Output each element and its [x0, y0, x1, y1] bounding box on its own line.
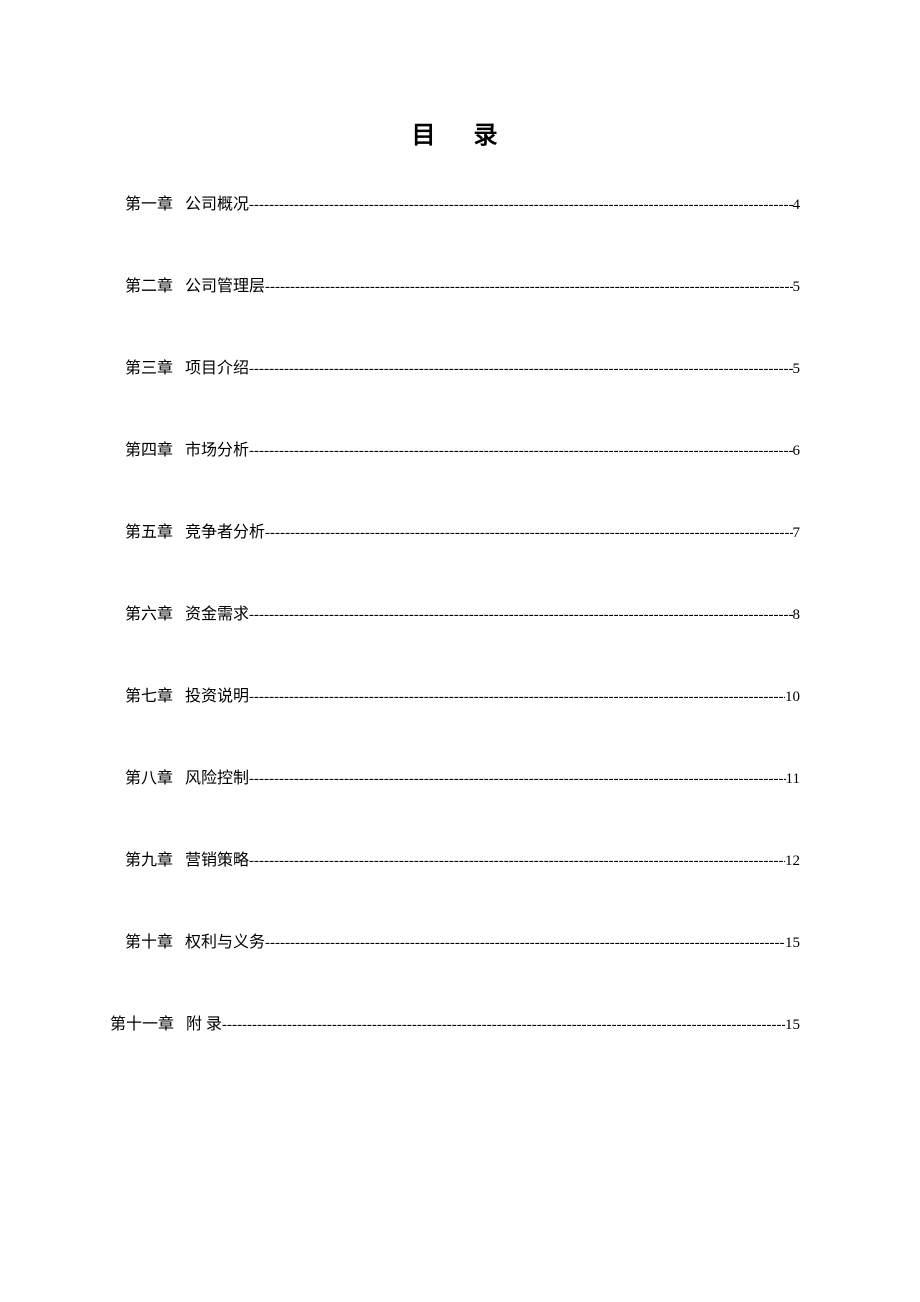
- toc-leader-dashes: ----------------------------------------…: [249, 197, 792, 214]
- toc-entry: 第二章 公司管理层 ------------------------------…: [125, 272, 800, 296]
- toc-entry: 第七章 投资说明 -------------------------------…: [125, 682, 800, 706]
- toc-entry-name: 投资说明: [185, 682, 249, 706]
- toc-leader-dashes: ----------------------------------------…: [249, 689, 785, 706]
- toc-entry-name: 营销策略: [185, 846, 249, 870]
- toc-page-number: 15: [785, 935, 800, 952]
- toc-chapter-label: 第十一章: [110, 1010, 174, 1034]
- toc-leader-dashes: ----------------------------------------…: [265, 525, 792, 542]
- toc-page-number: 10: [785, 689, 800, 706]
- toc-entry-name: 公司管理层: [185, 272, 265, 296]
- toc-chapter-label: 第四章: [125, 436, 173, 460]
- toc-chapter-label: 第七章: [125, 682, 173, 706]
- toc-entry-name: 市场分析: [185, 436, 249, 460]
- toc-entry-name: 权利与义务: [185, 928, 265, 952]
- toc-leader-dashes: ----------------------------------------…: [265, 935, 785, 952]
- toc-page-number: 4: [793, 197, 801, 214]
- toc-leader-dashes: ----------------------------------------…: [249, 853, 785, 870]
- toc-title: 目 录: [125, 115, 800, 150]
- toc-entry: 第一章 公司概况 -------------------------------…: [125, 190, 800, 214]
- toc-page-number: 5: [793, 361, 801, 378]
- toc-entry: 第五章 竞争者分析 ------------------------------…: [125, 518, 800, 542]
- toc-leader-dashes: ----------------------------------------…: [249, 443, 792, 460]
- toc-entry-name: 附 录: [186, 1010, 222, 1034]
- toc-chapter-label: 第五章: [125, 518, 173, 542]
- toc-entry-name: 公司概况: [185, 190, 249, 214]
- toc-page-number: 8: [793, 607, 801, 624]
- toc-entry: 第八章 风险控制 -------------------------------…: [125, 764, 800, 788]
- toc-chapter-label: 第九章: [125, 846, 173, 870]
- toc-leader-dashes: ----------------------------------------…: [249, 361, 792, 378]
- toc-entry-name: 项目介绍: [185, 354, 249, 378]
- toc-chapter-label: 第一章: [125, 190, 173, 214]
- toc-entries-container: 第一章 公司概况 -------------------------------…: [125, 190, 800, 1092]
- toc-chapter-label: 第三章: [125, 354, 173, 378]
- toc-leader-dashes: ----------------------------------------…: [249, 771, 786, 788]
- toc-leader-dashes: ----------------------------------------…: [249, 607, 792, 624]
- toc-chapter-label: 第二章: [125, 272, 173, 296]
- toc-page-number: 5: [793, 279, 801, 296]
- toc-page-number: 15: [785, 1017, 800, 1034]
- toc-leader-dashes: ----------------------------------------…: [222, 1017, 785, 1034]
- toc-chapter-label: 第八章: [125, 764, 173, 788]
- toc-page-number: 6: [793, 443, 801, 460]
- toc-page-number: 7: [793, 525, 801, 542]
- toc-leader-dashes: ----------------------------------------…: [265, 279, 792, 296]
- toc-chapter-label: 第十章: [125, 928, 173, 952]
- toc-entry: 第十一章 附 录 -------------------------------…: [125, 1010, 800, 1034]
- toc-entry: 第三章 项目介绍 -------------------------------…: [125, 354, 800, 378]
- toc-entry-name: 资金需求: [185, 600, 249, 624]
- toc-entry: 第九章 营销策略 -------------------------------…: [125, 846, 800, 870]
- toc-entry: 第六章 资金需求 -------------------------------…: [125, 600, 800, 624]
- toc-entry-name: 风险控制: [185, 764, 249, 788]
- toc-entry: 第四章 市场分析 -------------------------------…: [125, 436, 800, 460]
- toc-page-number: 11: [786, 771, 800, 788]
- toc-entry-name: 竞争者分析: [185, 518, 265, 542]
- toc-chapter-label: 第六章: [125, 600, 173, 624]
- toc-page-number: 12: [785, 853, 800, 870]
- document-page: 目 录 第一章 公司概况 ---------------------------…: [0, 0, 920, 1092]
- toc-entry: 第十章 权利与义务 ------------------------------…: [125, 928, 800, 952]
